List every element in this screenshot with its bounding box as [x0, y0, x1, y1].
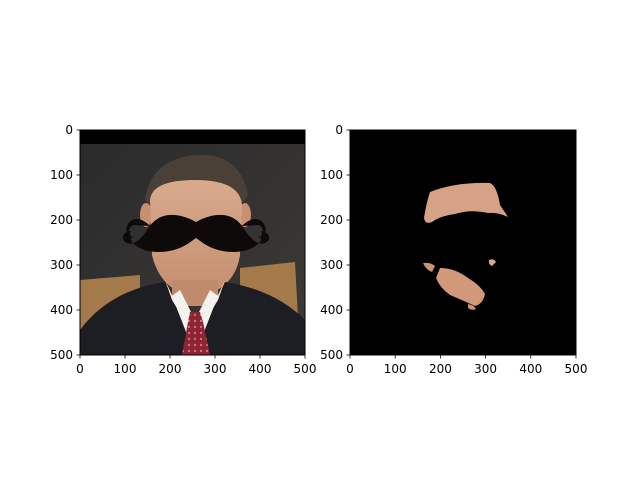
- mustache-overlay: [122, 214, 270, 252]
- x-tick-label: 500: [565, 362, 588, 376]
- x-tick-label: 500: [294, 362, 317, 376]
- y-tick-label: 300: [50, 258, 73, 272]
- y-tick-label: 500: [50, 348, 73, 362]
- y-tick-label: 0: [65, 123, 73, 137]
- y-tick-label: 400: [50, 303, 73, 317]
- y-tick-label: 400: [320, 303, 343, 317]
- y-tick-label: 200: [50, 213, 73, 227]
- mask-panel-frame: [349, 129, 577, 356]
- tie: [182, 312, 210, 355]
- x-tick-label: 0: [346, 362, 354, 376]
- x-tick-label: 0: [76, 362, 84, 376]
- x-tick-label: 200: [159, 362, 182, 376]
- y-tick-label: 0: [335, 123, 343, 137]
- skin-region-small-left: [423, 262, 435, 272]
- x-tick-label: 300: [474, 362, 497, 376]
- mask-panel: [350, 130, 576, 355]
- x-tick-label: 400: [519, 362, 542, 376]
- top-black-band: [80, 130, 305, 144]
- skin-region-fragment: [468, 304, 476, 310]
- mustache-curl-right: [242, 219, 266, 239]
- y-tick-label: 100: [320, 168, 343, 182]
- x-tick-label: 100: [384, 362, 407, 376]
- x-tick-label: 200: [429, 362, 452, 376]
- y-tick-label: 200: [320, 213, 343, 227]
- skin-region-small-right: [488, 259, 496, 266]
- mustache-curl-left: [126, 219, 150, 239]
- face: [150, 180, 242, 298]
- skin-region-chin: [436, 268, 485, 306]
- x-tick-label: 400: [249, 362, 272, 376]
- photo-panel: [80, 130, 305, 355]
- right-ear: [239, 203, 251, 227]
- suit: [80, 282, 305, 355]
- x-tick-label: 300: [204, 362, 227, 376]
- photo-panel-frame: [79, 129, 306, 356]
- y-tick-label: 500: [320, 348, 343, 362]
- y-tick-label: 100: [50, 168, 73, 182]
- y-tick-label: 300: [320, 258, 343, 272]
- skin-region-forehead: [424, 182, 508, 223]
- x-tick-label: 100: [114, 362, 137, 376]
- mask-background: [350, 130, 576, 355]
